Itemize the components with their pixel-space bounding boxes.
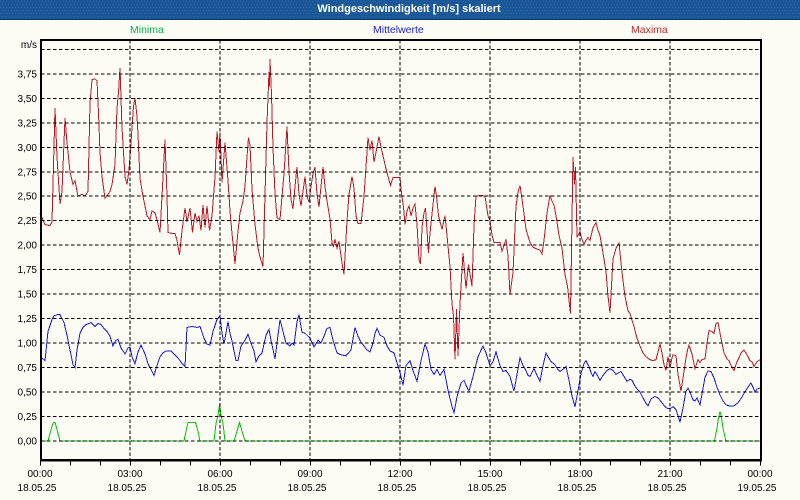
svg-text:00:00: 00:00	[747, 469, 772, 480]
svg-text:03:00: 03:00	[117, 469, 142, 480]
svg-text:1,00: 1,00	[18, 339, 38, 350]
svg-text:1,75: 1,75	[18, 265, 38, 276]
svg-text:06:00: 06:00	[207, 469, 232, 480]
svg-text:2,00: 2,00	[18, 241, 38, 252]
svg-text:21:00: 21:00	[657, 469, 682, 480]
svg-text:18:00: 18:00	[567, 469, 592, 480]
svg-text:18.05.25: 18.05.25	[198, 483, 237, 494]
svg-text:0,25: 0,25	[18, 412, 38, 423]
svg-text:2,25: 2,25	[18, 216, 38, 227]
svg-text:18.05.25: 18.05.25	[648, 483, 687, 494]
svg-text:18.05.25: 18.05.25	[288, 483, 327, 494]
svg-text:2,50: 2,50	[18, 192, 38, 203]
svg-text:18.05.25: 18.05.25	[18, 483, 57, 494]
svg-text:3,50: 3,50	[18, 94, 38, 105]
svg-text:09:00: 09:00	[297, 469, 322, 480]
svg-text:15:00: 15:00	[477, 469, 502, 480]
svg-text:18.05.25: 18.05.25	[468, 483, 507, 494]
svg-text:3,25: 3,25	[18, 118, 38, 129]
svg-text:18.05.25: 18.05.25	[108, 483, 147, 494]
svg-text:0,75: 0,75	[18, 363, 38, 374]
svg-text:19.05.25: 19.05.25	[738, 483, 777, 494]
svg-text:18.05.25: 18.05.25	[558, 483, 597, 494]
svg-text:0,00: 0,00	[18, 437, 38, 448]
svg-text:2,75: 2,75	[18, 167, 38, 178]
svg-text:18.05.25: 18.05.25	[378, 483, 417, 494]
svg-text:3,75: 3,75	[18, 69, 38, 80]
svg-text:1,50: 1,50	[18, 290, 38, 301]
svg-text:0,50: 0,50	[18, 388, 38, 399]
svg-text:1,25: 1,25	[18, 314, 38, 325]
svg-text:00:00: 00:00	[27, 469, 52, 480]
svg-text:3,00: 3,00	[18, 143, 38, 154]
svg-text:m/s: m/s	[21, 40, 37, 51]
svg-text:12:00: 12:00	[387, 469, 412, 480]
